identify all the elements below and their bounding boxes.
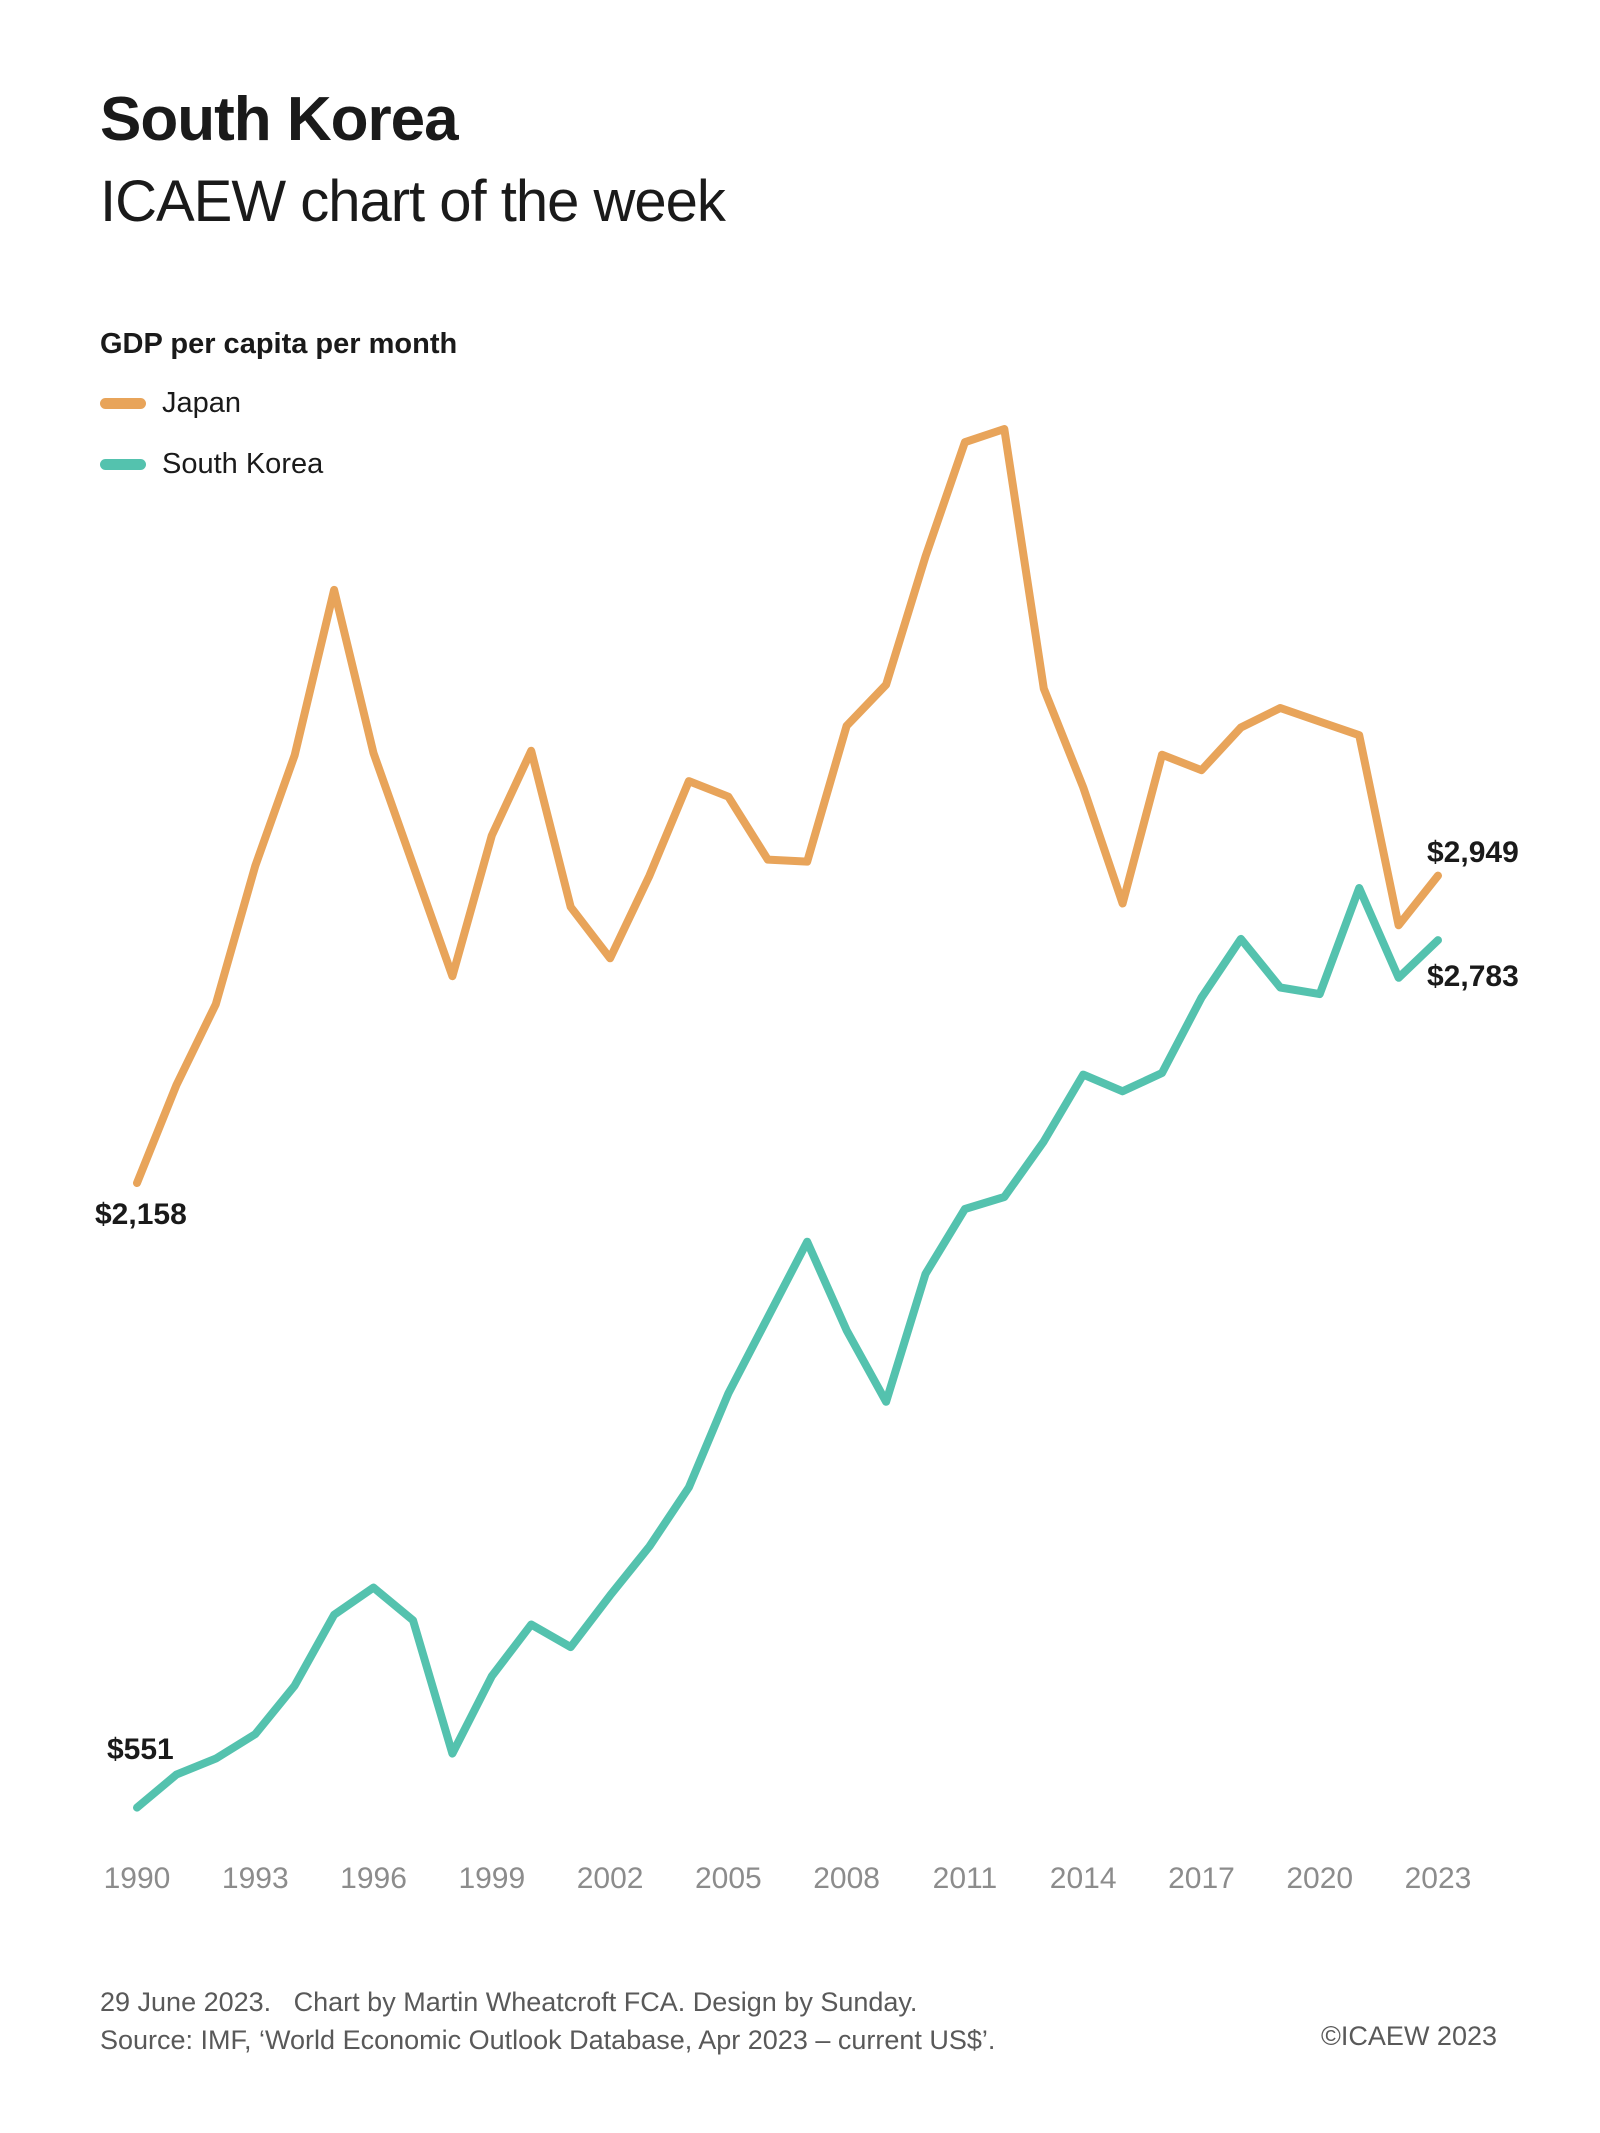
footer: 29 June 2023. Chart by Martin Wheatcroft…	[100, 1983, 995, 2059]
footer-credit: 29 June 2023. Chart by Martin Wheatcroft…	[100, 1987, 918, 2017]
data-label-south-korea-1990: $551	[107, 1733, 174, 1766]
chart-title: GDP per capita per month	[100, 328, 458, 360]
line-japan	[133, 425, 1442, 1187]
footer-source: Source: IMF, ‘World Economic Outlook Dat…	[100, 2025, 996, 2055]
data-label-japan-1990: $2,158	[95, 1198, 187, 1231]
south-korea-line-swatch-icon	[100, 458, 146, 470]
x-axis-label-2002: 2002	[576, 1862, 644, 1895]
x-axis: 1990 1993 1996 1999 2002 2005 2008 2011 2014 2017…	[0, 1862, 1600, 1902]
page-subtitle: ICAEW chart of the week	[100, 169, 726, 234]
data-label-south-korea-2023: $2,783	[1427, 960, 1519, 993]
x-axis-label-1990: 1990	[103, 1862, 171, 1895]
x-axis-label-2017: 2017	[1168, 1862, 1235, 1895]
page-title: South Korea	[100, 85, 459, 154]
line-south-korea	[133, 884, 1442, 1812]
data-label-japan-2023: $2,949	[1427, 836, 1519, 869]
x-axis-label-2005: 2005	[694, 1862, 762, 1895]
x-axis-label-2023: 2023	[1404, 1862, 1472, 1895]
legend-label-south-korea: South Korea	[162, 447, 324, 480]
x-axis-label-1996: 1996	[340, 1862, 407, 1895]
x-axis-label-2020: 2020	[1286, 1862, 1354, 1895]
legend-item-south-korea: South Korea	[100, 447, 324, 480]
x-axis-label-2008: 2008	[813, 1862, 880, 1895]
x-axis-label-2011: 2011	[932, 1862, 998, 1895]
legend-label-japan: Japan	[162, 386, 242, 419]
x-axis-label-1993: 1993	[221, 1862, 289, 1895]
x-axis-label-2014: 2014	[1049, 1862, 1117, 1895]
copyright-notice: ©ICAEW 2023	[1321, 2021, 1497, 2051]
legend-item-japan: Japan	[100, 386, 242, 419]
x-axis-label-1999: 1999	[458, 1862, 526, 1895]
japan-line-swatch-icon	[100, 397, 146, 409]
